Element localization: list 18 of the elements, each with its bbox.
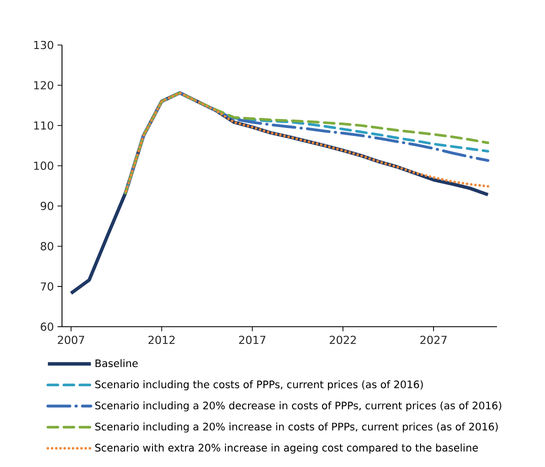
y-tick-label: 60	[40, 322, 54, 331]
legend-label: Scenario with extra 20% increase in ageing cost compared to the baseline	[95, 444, 478, 454]
legend-label: Baseline	[96, 359, 138, 368]
y-tick-label: 90	[40, 202, 54, 210]
legend-label: Scenario including a 20% increase in costs of PPPs, current prices (as of 2016)	[95, 422, 498, 432]
x-tick-label: 2022	[330, 336, 356, 344]
legend-label: Scenario including the costs of PPPs, current prices (as of 2016)	[95, 380, 423, 390]
y-tick-label: 100	[34, 162, 54, 170]
y-tick-label: 80	[40, 242, 54, 250]
legend-label: Scenario including a 20% decrease in costs of PPPs, current prices (as of 2016)	[95, 401, 502, 412]
y-tick-label: 130	[34, 40, 54, 50]
x-tick-label: 2012	[148, 336, 175, 344]
y-tick-label: 110	[34, 121, 54, 130]
x-tick-label: 2027	[420, 336, 447, 344]
y-tick-label: 120	[34, 81, 54, 90]
y-tick-label: 70	[40, 282, 54, 291]
x-tick-label: 2017	[239, 336, 266, 344]
x-tick-label: 2007	[58, 336, 84, 344]
